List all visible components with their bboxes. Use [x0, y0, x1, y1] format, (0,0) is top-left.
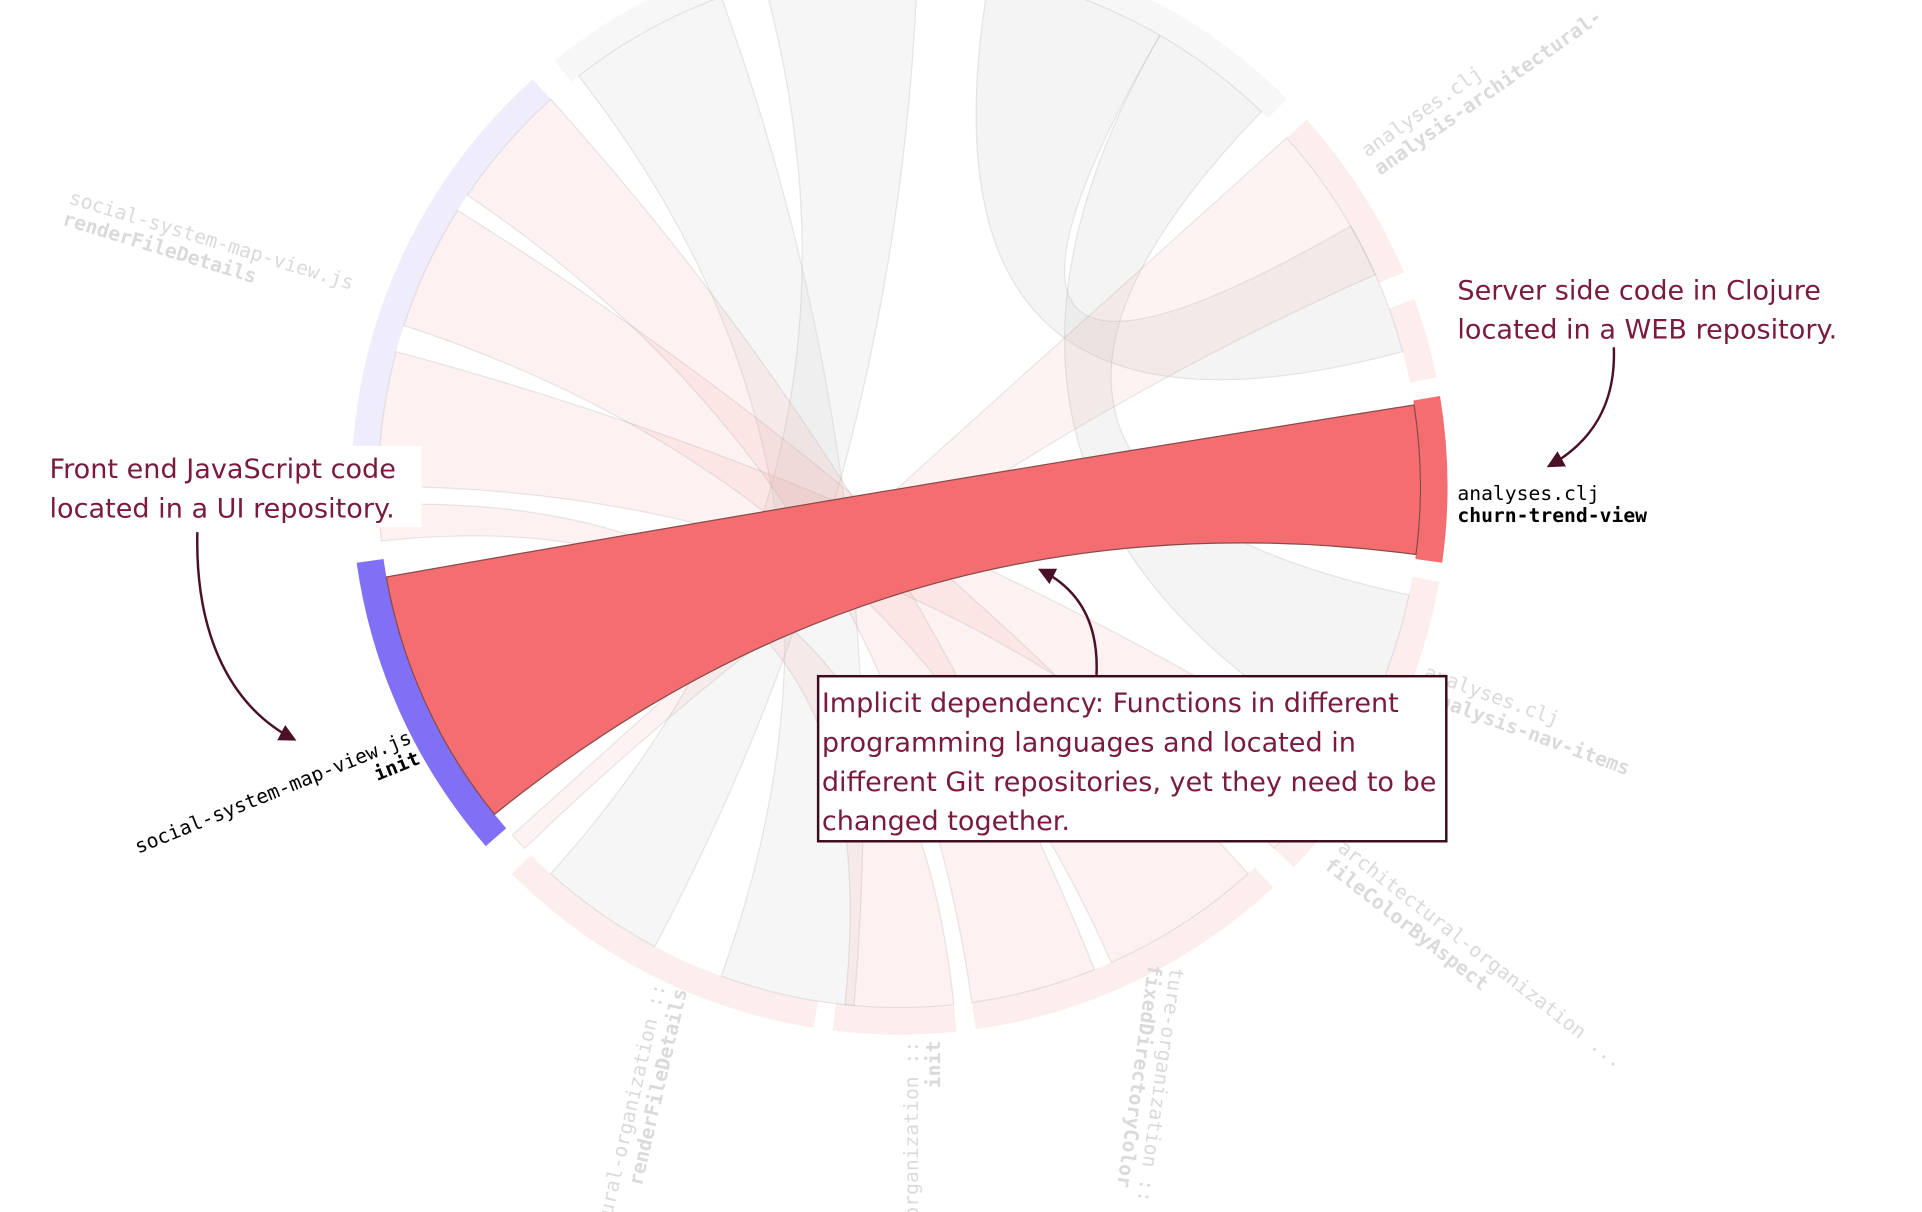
- annotation-text: programming languages and located in: [822, 727, 1356, 758]
- chord: [549, 0, 917, 948]
- chord: [1064, 34, 1410, 748]
- annotation-text: located in a UI repository.: [50, 493, 395, 524]
- file-name: organization ::: [900, 1041, 923, 1212]
- chord: [975, 0, 1404, 381]
- module-label: tural-organization ::renderFileDetails: [592, 981, 692, 1212]
- chords: [377, 0, 1421, 1009]
- arrow: [1546, 347, 1616, 468]
- arc-segment: [1413, 396, 1448, 563]
- annotation-background: [37, 445, 422, 528]
- annotation-text: changed together.: [822, 806, 1070, 837]
- file-name: analyses.clj: [1457, 482, 1599, 505]
- function-name: init: [922, 1041, 945, 1088]
- function-name: analysis-architectural-: [1370, 5, 1607, 180]
- module-label: architectural-organization ...fileColorB…: [1320, 836, 1628, 1073]
- module-label: organization :: init: [900, 1041, 945, 1212]
- annotation-text: Server side code in Clojure: [1457, 275, 1821, 306]
- annotation-text: Implicit dependency: Functions in differ…: [822, 688, 1399, 719]
- annotation-text: located in a WEB repository.: [1457, 315, 1837, 346]
- module-label: analyses.clj-analysis-nav-items: [1414, 661, 1634, 780]
- file-name: architectural-organization ...: [1334, 836, 1628, 1073]
- annotation-text: different Git repositories, yet they nee…: [822, 767, 1437, 798]
- arc-segment: [971, 867, 1274, 1030]
- arrow: [196, 532, 297, 741]
- arc-segment: [554, 0, 1287, 119]
- module-label: ture-organization ::fixedDirectoryColor: [1112, 963, 1188, 1204]
- function-name: churn-trend-view: [1457, 504, 1647, 527]
- file-name: social-system-map-view.js: [131, 726, 414, 858]
- arc-segment: [356, 559, 507, 847]
- arc-segment: [832, 1003, 957, 1035]
- annotation-box: [816, 674, 1448, 843]
- arc-segment: [1274, 576, 1440, 868]
- module-label: social-system-map-view.jsrenderFileDetai…: [60, 186, 357, 295]
- arc-segment: [1389, 299, 1437, 383]
- annotations: Server side code in Clojure located in a …: [37, 275, 1837, 843]
- chord-highlighted: [385, 404, 1421, 816]
- arc-segment: [1286, 119, 1404, 283]
- annotation-text: Front end JavaScript code: [50, 454, 396, 485]
- chord: [577, 0, 864, 1007]
- arrow: [1037, 568, 1098, 676]
- arc-segment: [511, 854, 818, 1028]
- function-name: fileColorByAspect: [1320, 853, 1493, 995]
